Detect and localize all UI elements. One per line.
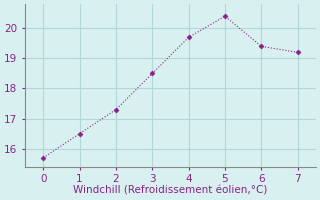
X-axis label: Windchill (Refroidissement éolien,°C): Windchill (Refroidissement éolien,°C)	[73, 186, 268, 196]
